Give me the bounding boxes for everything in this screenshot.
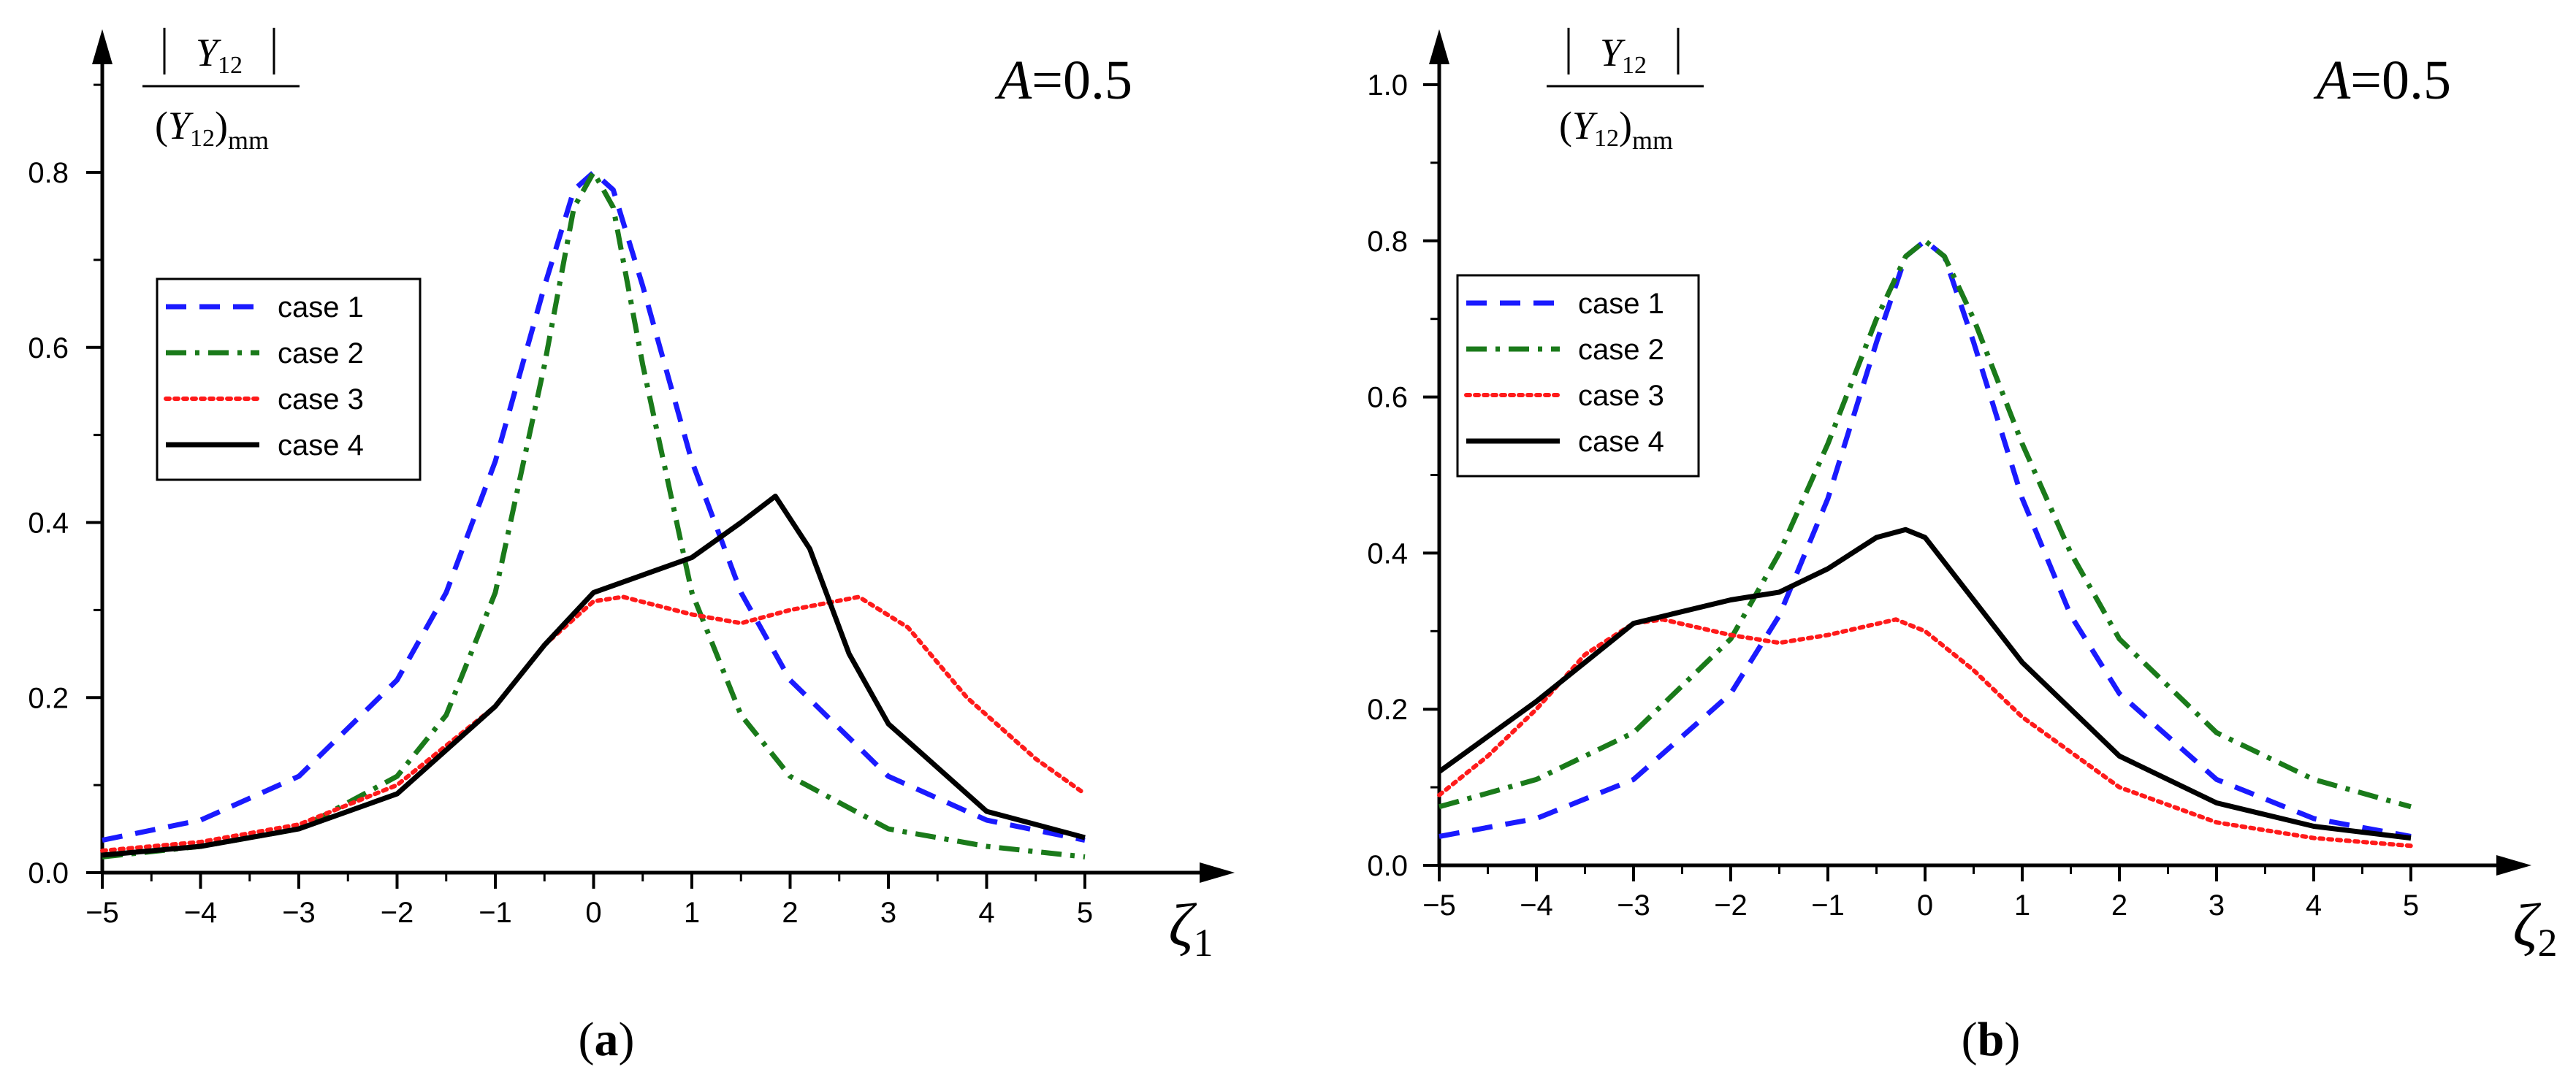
- x-tick-label: −4: [1520, 889, 1553, 922]
- ylabel-denominator: (Y12)mm: [155, 104, 269, 155]
- x-axis-label-symbol: ζ: [1168, 892, 1197, 960]
- ylabel-num-sub: 12: [1622, 52, 1647, 79]
- annotation-value: =0.5: [2350, 50, 2451, 111]
- ylabel-den-var: Y: [168, 104, 194, 148]
- x-axis-arrow: [2496, 855, 2531, 876]
- legend-label-4: case 4: [278, 429, 364, 462]
- legend-label-1: case 1: [278, 291, 364, 323]
- legend: case 1 case 2 case 3 case 4: [1456, 274, 1700, 478]
- x-tick-label: −2: [1714, 889, 1748, 922]
- x-axis-label-symbol: ζ: [2512, 892, 2541, 960]
- panel-label: (a): [579, 1013, 635, 1066]
- panel-paren-close: ): [2004, 1013, 2020, 1066]
- ylabel-den-mm: mm: [228, 126, 269, 155]
- x-tick-label: −1: [1811, 889, 1845, 922]
- y-tick-label: 0.0: [1367, 850, 1408, 882]
- ylabel-numerator: Y12: [196, 31, 243, 79]
- x-tick-label: 3: [2209, 889, 2225, 922]
- y-axis-arrow: [1429, 29, 1449, 64]
- legend-label-2: case 2: [1578, 334, 1664, 366]
- series-line-2: [1438, 238, 2412, 810]
- y-axis-label: Y12(Y12)mm: [1547, 28, 1704, 155]
- series-line-4: [102, 494, 1086, 858]
- y-axis-arrow: [92, 29, 113, 64]
- x-tick-label: −4: [184, 897, 218, 929]
- x-tick-label: 2: [2111, 889, 2127, 922]
- y-tick-label: 0.6: [1367, 382, 1408, 414]
- series-line-3: [100, 594, 1087, 853]
- annotation-var: A: [994, 50, 1032, 111]
- panel-letter: b: [1978, 1013, 2005, 1066]
- series-line-2: [102, 169, 1086, 859]
- y-tick-label: 0.2: [28, 682, 69, 714]
- ylabel-denominator: (Y12)mm: [1559, 104, 1673, 155]
- series-line-3: [1437, 617, 2413, 849]
- ylabel-den-var: Y: [1572, 104, 1598, 148]
- legend-label-3: case 3: [278, 383, 364, 416]
- paren-close: ): [1619, 104, 1632, 148]
- panel-paren-open: (: [1962, 1013, 1978, 1066]
- y-tick-label: 0.4: [1367, 537, 1408, 570]
- y-tick-label: 1.0: [1367, 69, 1408, 102]
- x-tick-label: 3: [880, 897, 896, 929]
- paren-close: ): [215, 104, 228, 148]
- x-tick-label: 5: [1077, 897, 1093, 929]
- legend-label-2: case 2: [278, 337, 364, 370]
- ylabel-num-var: Y: [196, 31, 221, 74]
- y-tick-label: 0.8: [28, 157, 69, 189]
- x-tick-label: −5: [1422, 889, 1456, 922]
- ylabel-num-var: Y: [1600, 31, 1626, 74]
- ylabel-den-sub: 12: [190, 125, 215, 152]
- x-axis-label: ζ2: [2512, 892, 2557, 965]
- x-tick-label: 0: [585, 897, 601, 929]
- panel-paren-open: (: [579, 1013, 595, 1066]
- annotation-text: A=0.5: [994, 50, 1132, 111]
- legend-label-1: case 1: [1578, 288, 1664, 320]
- annotation-var: A: [2313, 50, 2351, 111]
- legend: case 1 case 2 case 3 case 4: [156, 277, 422, 481]
- y-tick-label: 0.2: [1367, 694, 1408, 726]
- y-tick-label: 0.6: [28, 332, 69, 364]
- x-tick-label: 2: [782, 897, 798, 929]
- ylabel-den-mm: mm: [1632, 126, 1673, 155]
- ylabel-num-sub: 12: [218, 52, 243, 79]
- panel-label: (b): [1962, 1013, 2021, 1066]
- x-tick-label: 0: [1917, 889, 1933, 922]
- series-line-4: [1437, 527, 2412, 841]
- y-tick-label: 0.0: [28, 857, 69, 889]
- x-tick-label: 4: [2306, 889, 2322, 922]
- x-tick-label: −5: [85, 897, 119, 929]
- x-axis-label-sub: 1: [1194, 921, 1213, 965]
- y-tick-label: 0.8: [1367, 226, 1408, 258]
- legend-label-4: case 4: [1578, 426, 1664, 458]
- paren-open: (: [1559, 104, 1572, 148]
- x-tick-label: 1: [684, 897, 700, 929]
- y-tick-label: 0.4: [28, 508, 69, 540]
- legend-label-3: case 3: [1578, 380, 1664, 412]
- x-tick-label: 1: [2014, 889, 2030, 922]
- series-line-1: [102, 169, 1086, 843]
- x-tick-label: −3: [282, 897, 316, 929]
- panel-letter: a: [595, 1013, 619, 1066]
- x-axis-label-sub: 2: [2538, 921, 2558, 965]
- x-tick-label: 5: [2403, 889, 2419, 922]
- annotation-value: =0.5: [1032, 50, 1132, 111]
- x-tick-label: −3: [1617, 889, 1650, 922]
- annotation-text: A=0.5: [2313, 50, 2451, 111]
- panel-paren-close: ): [619, 1013, 635, 1066]
- x-tick-label: −2: [381, 897, 414, 929]
- y-axis-label: Y12(Y12)mm: [142, 28, 300, 155]
- x-axis-arrow: [1200, 862, 1235, 883]
- paren-open: (: [155, 104, 168, 148]
- x-tick-label: −1: [479, 897, 512, 929]
- x-tick-label: 4: [978, 897, 994, 929]
- x-axis-label: ζ1: [1168, 892, 1213, 965]
- ylabel-numerator: Y12: [1600, 31, 1647, 79]
- ylabel-den-sub: 12: [1594, 125, 1619, 152]
